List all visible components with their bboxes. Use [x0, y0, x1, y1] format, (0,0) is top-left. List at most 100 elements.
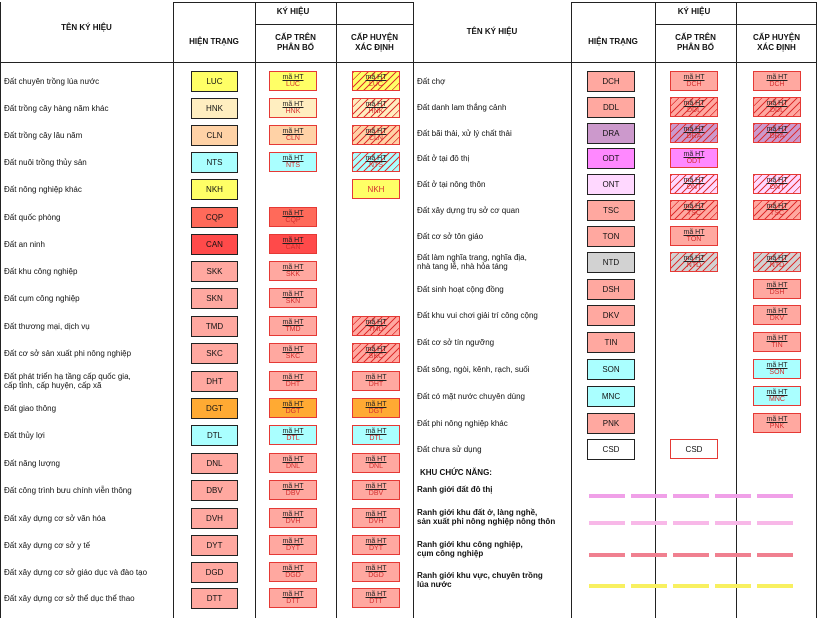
code-cap-huyen: mã HT DYT [352, 535, 400, 555]
header-ten-ky-hieu-right: TÊN KÝ HIỆU [466, 27, 518, 36]
land-type-name: Đất khu vui chơi giải trí công cộng [417, 311, 538, 320]
code-cap-huyen: mã HT DGD [352, 562, 400, 582]
ht-label: mã HT [282, 210, 304, 217]
ht-code: NTS [286, 162, 300, 169]
ht-code: LUC [285, 81, 300, 88]
land-type-name: Đất xây dựng cơ sở thể dục thể thao [4, 594, 135, 603]
functional-zone-label: Ranh giới khu công nghiệp, cụm công nghi… [417, 540, 523, 558]
boundary-line-segment [715, 494, 751, 498]
code-cap-huyen: mã HT MNC [753, 386, 801, 406]
code-cap-tren: mã HT ONT [670, 174, 718, 194]
code-cap-huyen: mã HT TMD [352, 316, 400, 336]
code-cap-tren: mã HT SKK [269, 261, 317, 281]
land-type-name: Đất phi nông nghiệp khác [417, 419, 508, 428]
grid-line [413, 2, 414, 618]
grid-line [0, 2, 1, 618]
code-cap-tren: mã HT DDL [670, 97, 718, 117]
ht-label: mã HT [365, 428, 387, 435]
header-hien-trang: HIỆN TRẠNG [189, 37, 239, 46]
code-cap-huyen: mã HT CLN [352, 125, 400, 145]
code-current: PNK [587, 413, 635, 434]
code-current: TIN [587, 332, 635, 353]
ht-label: mã HT [282, 401, 304, 408]
ht-label: mã HT [365, 101, 387, 108]
ht-code: DBV [285, 490, 301, 497]
ht-code: HNK [368, 108, 384, 115]
ht-code: CAN [285, 244, 301, 251]
ht-code: TMD [368, 326, 384, 333]
ht-code: DNL [368, 463, 383, 470]
code-cap-tren: mã HT CLN [269, 125, 317, 145]
ht-label: mã HT [683, 255, 705, 262]
code-current: DSH [587, 279, 635, 300]
ht-label: mã HT [282, 155, 304, 162]
code-cap-tren: mã HT DGD [269, 562, 317, 582]
code-cap-tren: mã HT DHT [269, 371, 317, 391]
code-current: DBV [191, 480, 238, 501]
land-type-name: Đất cơ sở sản xuất phi nông nghiệp [4, 349, 132, 358]
code-cap-tren: mã HT DTT [269, 588, 317, 608]
code-cap-huyen: mã HT SON [753, 359, 801, 379]
ht-code: DYT [286, 545, 300, 552]
land-type-name: Đất quốc phòng [4, 213, 61, 222]
code-cap-tren: mã HT TMD [269, 316, 317, 336]
code-current: ONT [587, 174, 635, 195]
land-type-name: Đất ở tại đô thị [417, 154, 470, 163]
code-cap-tren: mã HT DNL [269, 453, 317, 473]
grid-line [336, 2, 337, 618]
code-current: DDL [587, 97, 635, 118]
land-type-name: Đất cơ sở tôn giáo [417, 232, 484, 241]
land-type-name: Đất sông, ngòi, kênh, rạch, suối [417, 365, 530, 374]
ht-code: TMD [285, 326, 301, 333]
boundary-line-segment [631, 494, 667, 498]
code-current: ODT [587, 148, 635, 169]
ht-code: DDL [769, 107, 784, 114]
ht-label: mã HT [282, 237, 304, 244]
land-type-name: Đất ở tại nông thôn [417, 180, 486, 189]
ht-label: mã HT [683, 74, 705, 81]
code-cap-huyen: mã HT TSC [753, 200, 801, 220]
functional-zone-label: Ranh giới khu vực, chuyên trồng lúa nước [417, 571, 543, 589]
boundary-line-segment [715, 584, 751, 588]
code-cap-huyen: mã HT DTL [352, 425, 400, 445]
ht-code: ODT [686, 158, 702, 165]
ht-label: mã HT [365, 511, 387, 518]
code-current: TMD [191, 316, 238, 337]
boundary-line-segment [631, 553, 667, 557]
ht-code: DGD [368, 572, 384, 579]
ht-label: mã HT [766, 100, 788, 107]
land-type-name: Đất xây dựng cơ sở giáo dục và đào tạo [4, 568, 148, 577]
grid-line [571, 2, 572, 618]
ht-code: LUC [368, 81, 383, 88]
ht-label: mã HT [365, 565, 387, 572]
code-current: CSD [587, 439, 635, 460]
ht-code: TON [686, 236, 702, 243]
code-current: DCH [587, 71, 635, 92]
header-cap-tren: CẤP TRÊN PHÂN BỔ [275, 33, 316, 52]
ht-code: CLN [285, 135, 300, 142]
header-ky-hieu-right: KÝ HIỆU [677, 7, 711, 16]
ht-label: mã HT [683, 229, 705, 236]
ht-label: mã HT [282, 428, 304, 435]
code-current: CQP [191, 207, 238, 228]
grid-line [736, 2, 737, 618]
code-current: SON [587, 359, 635, 380]
code-cap-huyen: mã HT DVH [352, 508, 400, 528]
ht-label: mã HT [365, 74, 387, 81]
ht-label: mã HT [365, 483, 387, 490]
land-type-name: Đất chưa sử dụng [417, 445, 482, 454]
code-cap-tren: mã HT SKC [269, 343, 317, 363]
code-cap-huyen: mã HT DSH [753, 279, 801, 299]
land-type-name: Đất danh lam thắng cảnh [417, 103, 507, 112]
ht-code: SKC [368, 353, 384, 360]
code-current: DTT [191, 588, 238, 609]
ht-label: mã HT [766, 308, 788, 315]
code-current: NTD [587, 252, 635, 273]
code-cap-huyen: mã HT NTS [352, 152, 400, 172]
code-cap-tren: mã HT TSC [670, 200, 718, 220]
ht-code: DTT [286, 598, 300, 605]
ht-label: mã HT [365, 401, 387, 408]
functional-zone-label: Ranh giới đất đô thị [417, 485, 493, 494]
code-cap-huyen: mã HT SKC [352, 343, 400, 363]
